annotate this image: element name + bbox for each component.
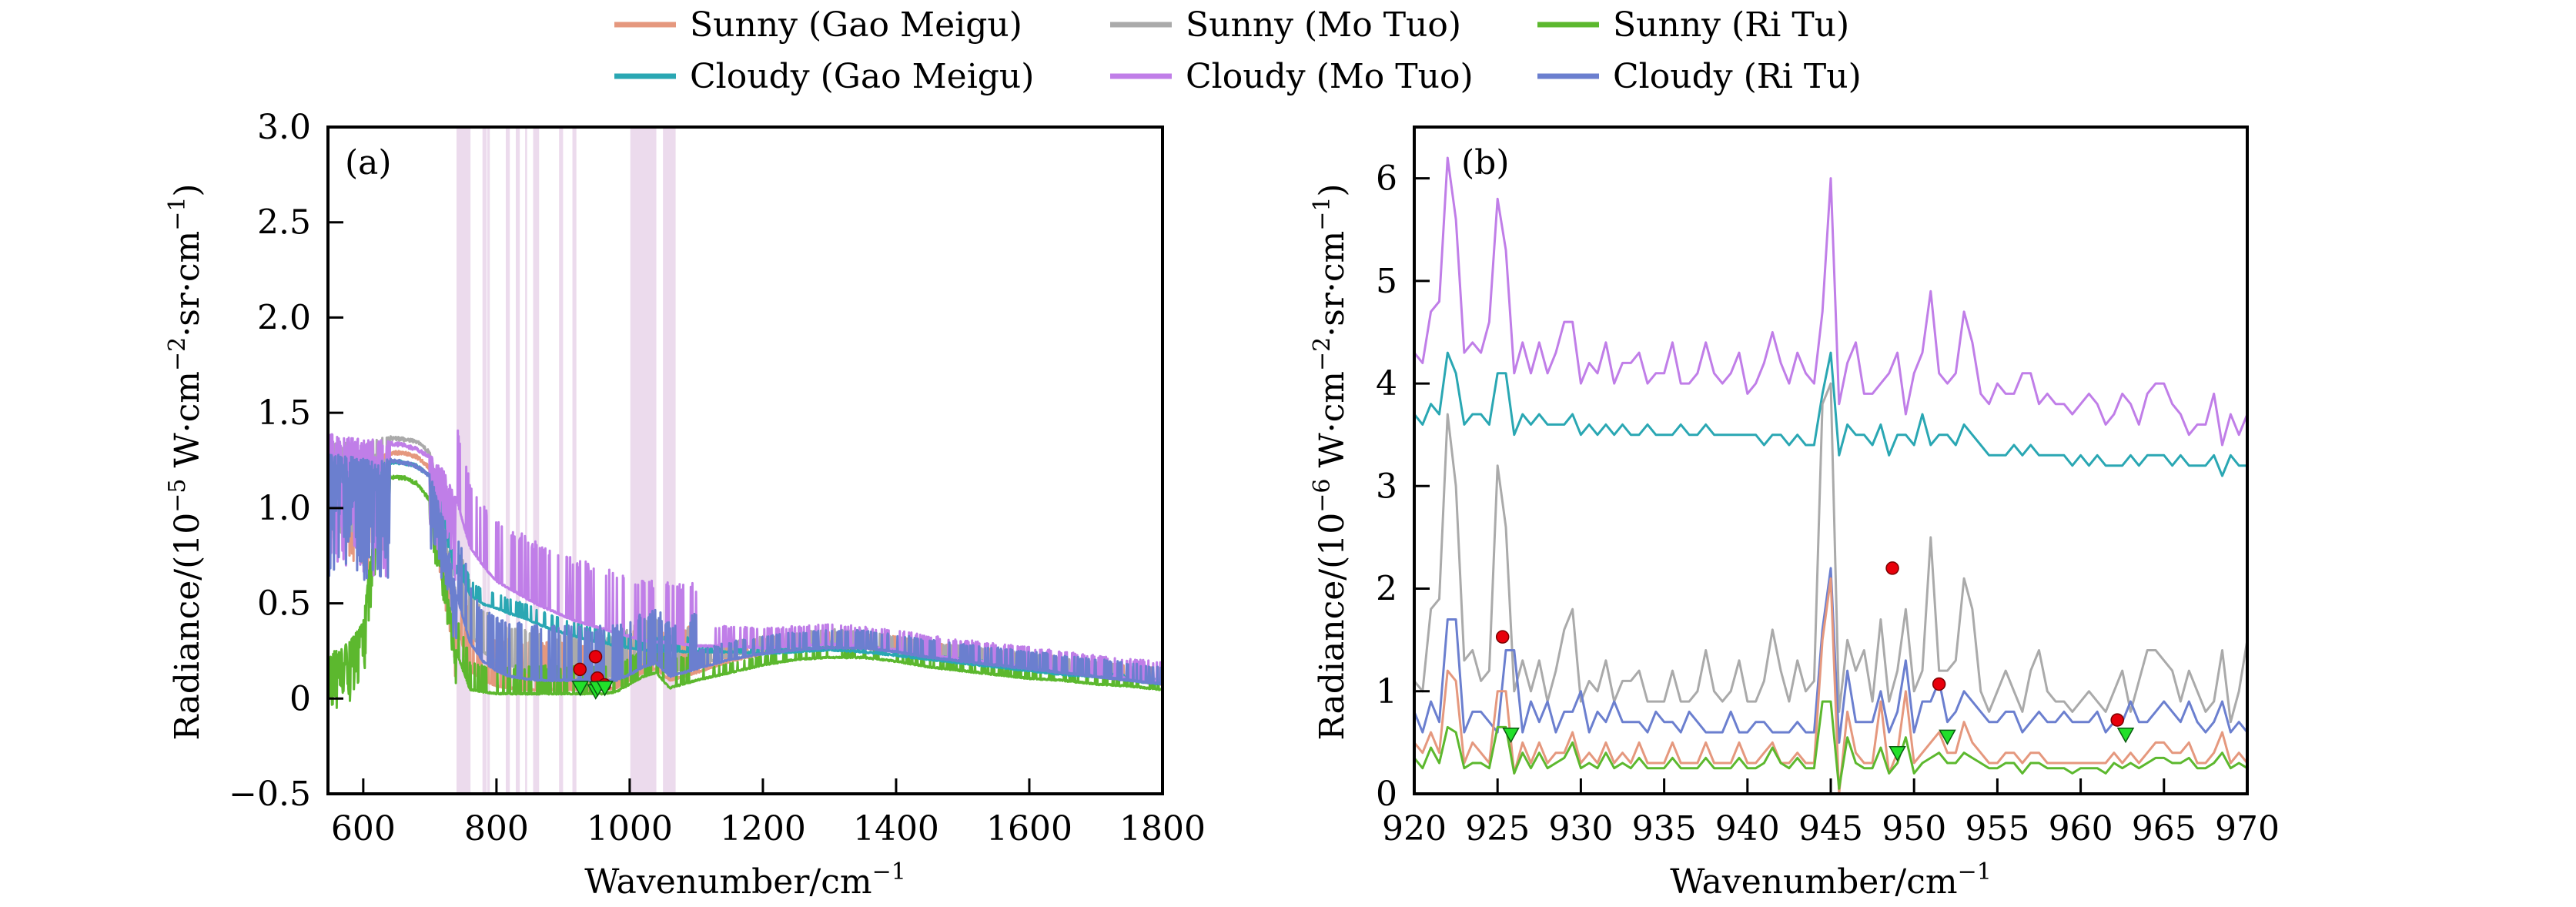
x-tick-label: 965 [2132,809,2196,848]
series-line-sunny_ri [328,474,1163,709]
y-tick-label: 0 [1376,775,1397,814]
series-line-sunny_ri [1414,700,2247,790]
series-line-cloudy_ri [328,454,1163,685]
series-line-sunny_gao [1414,577,2247,794]
legend-label: Cloudy (Ri Tu) [1613,57,1862,96]
x-ticks: 920 925 930 935 940 945 950 955 960 965 970 [1382,778,2280,848]
panel-a: 600 800 1000 1200 1400 1600 1800 −0.5 0 0.5 1.0 1.… [164,108,1206,902]
legend-label: Sunny (Mo Tuo) [1186,5,1461,45]
x-axis-label: Wavenumber/cm−1 [1670,858,1992,902]
peak-marker [1885,561,1899,575]
x-tick-label: 1400 [853,809,939,848]
x-axis-label: Wavenumber/cm−1 [584,858,906,902]
trough-marker [571,681,589,697]
x-ticks: 600 800 1000 1200 1400 1600 1800 [331,778,1206,848]
x-tick-label: 945 [1798,809,1863,848]
shaded-band [533,127,540,794]
y-tick-label: 2.5 [257,203,311,243]
x-tick-label: 1600 [986,809,1072,848]
trough-marker [2116,727,2135,744]
shaded-band [487,127,490,794]
x-tick-label: 970 [2215,809,2280,848]
y-tick-label: −0.5 [229,775,311,814]
y-tick-label: 3.0 [257,108,311,147]
panel-label: (b) [1461,143,1510,182]
y-tick-label: 1.0 [257,489,311,528]
legend-label: Sunny (Gao Meigu) [690,5,1022,45]
x-tick-label: 600 [331,809,396,848]
x-tick-label: 930 [1548,809,1613,848]
shaded-band [630,127,657,794]
series-line-sunny_mo [1414,382,2247,724]
x-tick-label: 1200 [720,809,806,848]
x-tick-label: 920 [1382,809,1447,848]
shaded-band [663,127,676,794]
plot-frame [1413,126,2249,795]
y-ticks: −0.5 0 0.5 1.0 1.5 2.0 2.5 3.0 [229,108,343,814]
legend-item: Sunny (Mo Tuo) [1110,5,1461,45]
y-tick-label: 2 [1376,570,1397,609]
x-tick-label: 1800 [1119,809,1206,848]
series-line-cloudy_mo [1414,156,2247,447]
legend-item: Cloudy (Ri Tu) [1537,57,1862,96]
y-tick-label: 6 [1376,159,1397,199]
x-tick-label: 950 [1882,809,1946,848]
y-tick-label: 3 [1376,467,1397,506]
y-tick-label: 1 [1376,672,1397,711]
panel-label: (a) [345,143,392,182]
markers-group [1495,561,2135,762]
series-line-cloudy_ri [1414,567,2247,744]
y-tick-label: 0.5 [257,584,311,624]
trough-marker [1502,727,1520,744]
x-tick-label: 935 [1632,809,1697,848]
shaded-band [515,127,520,794]
peak-marker [573,662,587,677]
x-tick-label: 1000 [587,809,673,848]
shaded-band [505,127,510,794]
legend-item: Sunny (Ri Tu) [1537,5,1849,45]
series-group [1414,156,2247,794]
legend-item: Cloudy (Mo Tuo) [1110,57,1474,96]
markers-group [571,650,614,700]
peak-marker [1932,677,1946,691]
plot-frame [326,126,1164,795]
y-axis-label: Radiance/(10−5 W·cm−2·sr·cm−1) [164,183,207,740]
peak-marker [588,650,603,664]
series-group [328,429,1163,709]
y-ticks: 0 1 2 3 4 5 6 [1376,159,1430,814]
y-tick-label: 1.5 [257,393,311,433]
y-tick-label: 4 [1376,364,1397,403]
trough-marker [1889,745,1906,762]
legend: Sunny (Gao Meigu) Sunny (Mo Tuo) Sunny (Ri… [614,5,1862,96]
series-line-cloudy_gao [1414,351,2247,477]
x-tick-label: 960 [2049,809,2113,848]
legend-label: Cloudy (Gao Meigu) [690,57,1034,96]
shaded-band [482,127,487,794]
x-tick-label: 925 [1465,809,1530,848]
y-axis-label: Radiance/(10−6 W·cm−2·sr·cm−1) [1309,183,1352,740]
trough-marker [1939,729,1956,745]
legend-item: Cloudy (Gao Meigu) [614,57,1034,96]
y-tick-label: 0 [289,679,311,718]
legend-label: Cloudy (Mo Tuo) [1186,57,1474,96]
y-tick-label: 5 [1376,262,1397,301]
shaded-band [525,127,527,794]
x-tick-label: 940 [1715,809,1780,848]
peak-marker [2110,713,2124,727]
panel-b: 920 925 930 935 940 945 950 955 960 965 970 0 1 2 3 4 5… [1309,126,2280,902]
trough-marker [596,681,614,697]
legend-item: Sunny (Gao Meigu) [614,5,1022,45]
legend-label: Sunny (Ri Tu) [1613,5,1849,45]
x-tick-label: 955 [1965,809,2029,848]
shaded-band [572,127,577,794]
peak-marker [1495,630,1510,644]
shaded-band [559,127,564,794]
y-tick-label: 2.0 [257,298,311,337]
x-tick-label: 800 [464,809,529,848]
